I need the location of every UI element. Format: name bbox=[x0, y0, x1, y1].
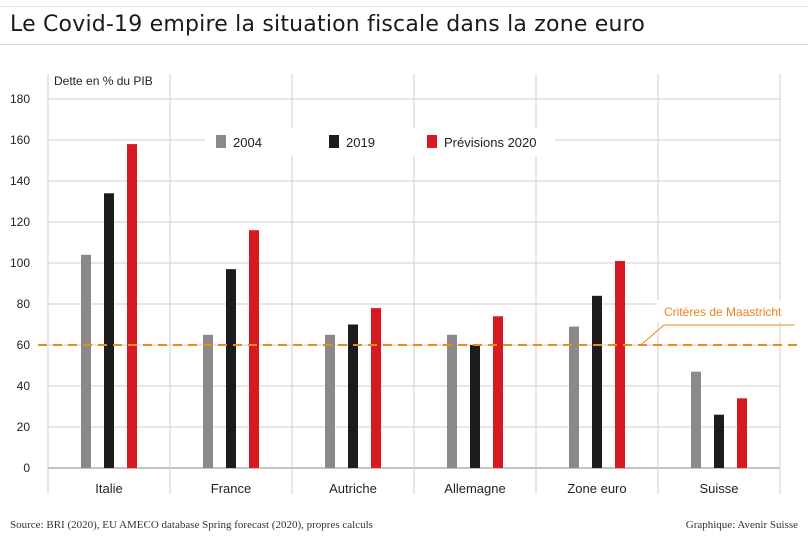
bar-2019 bbox=[592, 295, 602, 468]
top-rule bbox=[0, 6, 808, 7]
chart-title: Le Covid-19 empire la situation fiscale … bbox=[10, 12, 646, 37]
bar-2019 bbox=[470, 345, 480, 468]
bar-2004 bbox=[569, 326, 579, 468]
y-tick-label: 60 bbox=[17, 338, 31, 352]
bar-2004 bbox=[691, 371, 701, 468]
bar-2019 bbox=[714, 414, 724, 468]
legend-swatch bbox=[427, 135, 437, 148]
bar-2004 bbox=[325, 334, 335, 468]
category-label: Allemagne bbox=[444, 481, 505, 496]
bar-2019 bbox=[226, 269, 236, 468]
category-label: Suisse bbox=[699, 481, 738, 496]
title-divider bbox=[0, 44, 808, 45]
category-label: Italie bbox=[95, 481, 122, 496]
bar-prévisions-2020 bbox=[737, 398, 747, 468]
y-tick-label: 120 bbox=[10, 215, 30, 229]
category-label: Autriche bbox=[329, 481, 377, 496]
bar-2004 bbox=[447, 334, 457, 468]
credit-note: Graphique: Avenir Suisse bbox=[685, 519, 798, 531]
legend-entry: Prévisions 2020 bbox=[444, 135, 537, 150]
y-tick-label: 100 bbox=[10, 256, 30, 270]
legend-swatch bbox=[329, 135, 339, 148]
source-note: Source: BRI (2020), EU AMECO database Sp… bbox=[10, 519, 373, 531]
y-tick-label: 0 bbox=[23, 461, 30, 475]
maastricht-label: Critères de Maastricht bbox=[664, 305, 782, 319]
bar-2004 bbox=[81, 254, 91, 468]
y-tick-label: 160 bbox=[10, 133, 30, 147]
category-label: Zone euro bbox=[567, 481, 626, 496]
y-tick-label: 180 bbox=[10, 92, 30, 106]
y-axis-label: Dette en % du PIB bbox=[54, 74, 153, 88]
bar-prévisions-2020 bbox=[249, 230, 259, 468]
legend-background bbox=[205, 128, 555, 156]
y-tick-label: 140 bbox=[10, 174, 30, 188]
bar-2004 bbox=[203, 334, 213, 468]
bar-prévisions-2020 bbox=[371, 308, 381, 468]
bar-prévisions-2020 bbox=[615, 260, 625, 468]
legend-entry: 2019 bbox=[346, 135, 375, 150]
annotation-leader bbox=[641, 324, 665, 345]
bar-2019 bbox=[348, 324, 358, 468]
bar-2019 bbox=[104, 193, 114, 469]
y-tick-label: 20 bbox=[17, 420, 31, 434]
y-tick-label: 40 bbox=[17, 379, 31, 393]
legend-entry: 2004 bbox=[233, 135, 262, 150]
legend-swatch bbox=[216, 135, 226, 148]
bar-prévisions-2020 bbox=[127, 144, 137, 468]
y-tick-label: 80 bbox=[17, 297, 31, 311]
annotation-background bbox=[657, 300, 797, 322]
bar-prévisions-2020 bbox=[493, 316, 503, 468]
category-label: France bbox=[211, 481, 251, 496]
